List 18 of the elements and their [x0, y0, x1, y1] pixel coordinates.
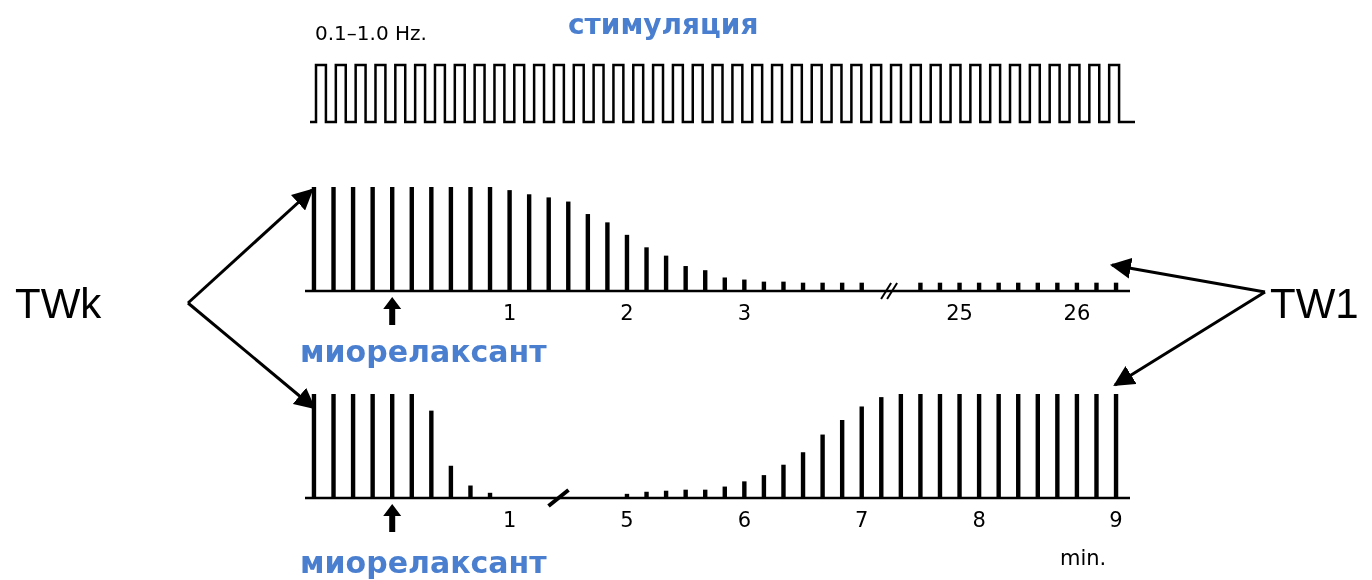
x-tick-label: 2: [620, 301, 634, 325]
x-tick-label: 3: [737, 301, 752, 325]
text: TWk: [15, 280, 103, 327]
x-tick-label: 5: [620, 508, 634, 532]
x-axis-title: min.: [1060, 546, 1107, 570]
x-tick-label: 8: [972, 508, 986, 532]
text: миорелаксант: [300, 545, 548, 580]
x-tick-label: 25: [946, 301, 973, 325]
text: TW1: [1270, 280, 1359, 327]
text: миорелаксант: [300, 334, 548, 369]
x-tick-label: 1: [502, 508, 517, 532]
x-tick-label: 7: [855, 508, 869, 532]
x-tick-label: 1: [502, 301, 517, 325]
x-tick-label: 9: [1109, 508, 1123, 532]
text: стимуляция: [568, 8, 759, 41]
x-tick-label: 26: [1063, 301, 1091, 325]
x-tick-label: 6: [737, 508, 752, 532]
text: 0.1–1.0 Hz.: [315, 21, 427, 45]
